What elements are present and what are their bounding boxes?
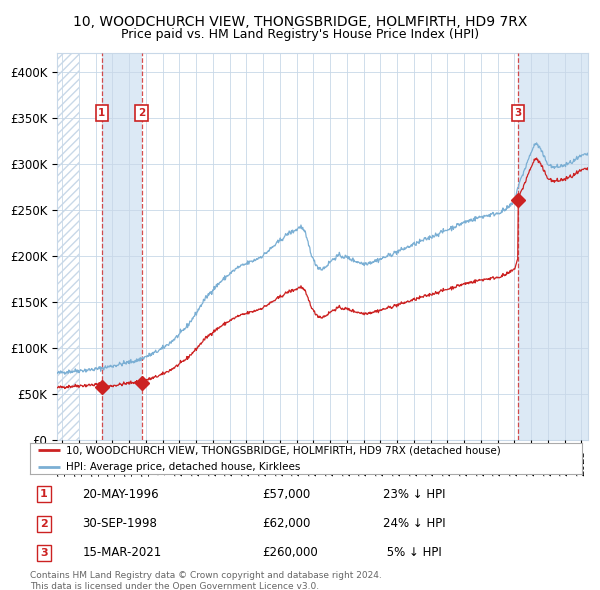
Text: Contains HM Land Registry data © Crown copyright and database right 2024.
This d: Contains HM Land Registry data © Crown c… — [30, 571, 382, 590]
Text: 10, WOODCHURCH VIEW, THONGSBRIDGE, HOLMFIRTH, HD9 7RX: 10, WOODCHURCH VIEW, THONGSBRIDGE, HOLMF… — [73, 15, 527, 29]
Text: £260,000: £260,000 — [262, 546, 317, 559]
Text: 3: 3 — [514, 108, 521, 118]
Text: 20-MAY-1996: 20-MAY-1996 — [82, 488, 159, 501]
Text: 10, WOODCHURCH VIEW, THONGSBRIDGE, HOLMFIRTH, HD9 7RX (detached house): 10, WOODCHURCH VIEW, THONGSBRIDGE, HOLMF… — [66, 445, 500, 455]
Text: HPI: Average price, detached house, Kirklees: HPI: Average price, detached house, Kirk… — [66, 463, 300, 473]
Text: 24% ↓ HPI: 24% ↓ HPI — [383, 517, 446, 530]
Text: Price paid vs. HM Land Registry's House Price Index (HPI): Price paid vs. HM Land Registry's House … — [121, 28, 479, 41]
Text: 15-MAR-2021: 15-MAR-2021 — [82, 546, 161, 559]
Text: 30-SEP-1998: 30-SEP-1998 — [82, 517, 157, 530]
Text: 23% ↓ HPI: 23% ↓ HPI — [383, 488, 446, 501]
Text: 1: 1 — [40, 489, 47, 499]
Text: 1: 1 — [98, 108, 106, 118]
Bar — [518, 53, 588, 440]
Text: 5% ↓ HPI: 5% ↓ HPI — [383, 546, 442, 559]
Text: £57,000: £57,000 — [262, 488, 310, 501]
Bar — [102, 53, 142, 440]
Text: 3: 3 — [40, 548, 47, 558]
Text: 2: 2 — [40, 519, 47, 529]
Text: 2: 2 — [138, 108, 145, 118]
Text: £62,000: £62,000 — [262, 517, 310, 530]
